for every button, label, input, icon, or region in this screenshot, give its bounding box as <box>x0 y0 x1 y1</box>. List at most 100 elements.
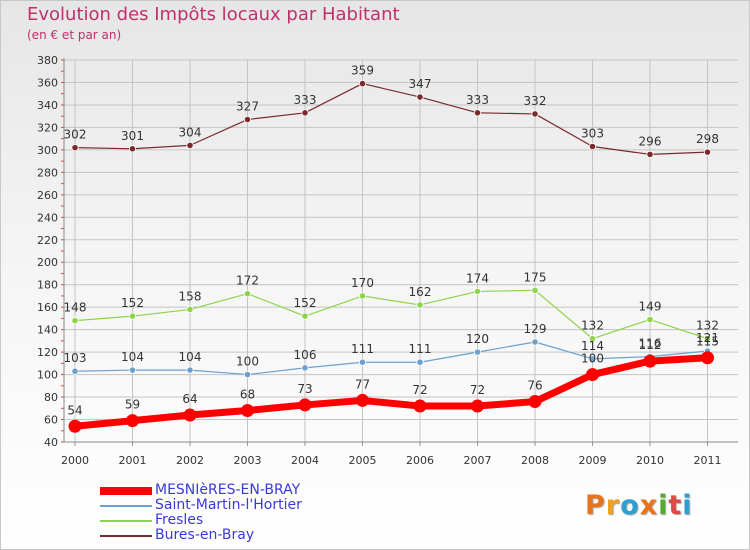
x-tick-label: 2002 <box>176 454 204 467</box>
logo-letter: r <box>605 490 621 521</box>
data-point <box>243 370 252 379</box>
data-label: 76 <box>527 379 542 393</box>
data-point <box>128 145 137 153</box>
data-point <box>473 109 482 117</box>
data-point <box>528 395 542 409</box>
data-label: 64 <box>182 392 197 406</box>
x-tick-label: 2004 <box>291 454 319 467</box>
data-point <box>243 115 252 124</box>
data-label: 359 <box>351 64 374 78</box>
y-tick-label: 80 <box>44 391 58 404</box>
chart-subtitle: (en € et par an) <box>27 28 122 42</box>
y-tick-label: 60 <box>44 414 58 427</box>
legend-swatch <box>100 505 152 507</box>
data-label: 175 <box>524 270 547 284</box>
data-label: 158 <box>179 289 202 303</box>
x-tick-label: 2011 <box>694 454 722 467</box>
data-point <box>588 142 597 151</box>
data-label: 112 <box>639 338 662 352</box>
data-point <box>531 338 539 346</box>
data-label: 162 <box>409 285 432 299</box>
x-tick-label: 2006 <box>406 454 434 467</box>
y-tick-label: 280 <box>37 166 58 179</box>
y-tick-label: 320 <box>37 121 58 134</box>
data-label: 327 <box>236 100 259 114</box>
data-label: 152 <box>121 296 144 310</box>
data-point <box>71 317 79 325</box>
y-tick-label: 260 <box>37 189 58 202</box>
data-label: 100 <box>581 352 604 366</box>
data-point <box>71 367 79 375</box>
data-label: 73 <box>297 382 312 396</box>
legend-swatch <box>100 520 152 522</box>
data-label: 111 <box>409 342 432 356</box>
x-tick-label: 2003 <box>234 454 262 467</box>
logo-letter: i <box>658 490 669 521</box>
data-label: 303 <box>581 127 604 141</box>
data-label: 170 <box>351 276 374 290</box>
data-point <box>416 301 424 309</box>
data-label: 100 <box>236 355 259 369</box>
data-label: 132 <box>581 319 604 333</box>
data-label: 152 <box>294 296 317 310</box>
series-0: 302 301 304 327 333 359 347 333 332 303 296 298 <box>64 64 719 158</box>
data-label: 333 <box>294 93 317 107</box>
data-label: 68 <box>240 388 255 402</box>
logo-letter: o <box>620 490 640 521</box>
data-point <box>473 287 482 296</box>
data-point <box>413 399 427 413</box>
data-label: 77 <box>355 377 370 391</box>
data-label: 129 <box>524 322 547 336</box>
data-point <box>646 150 654 158</box>
data-label: 106 <box>294 348 317 362</box>
chart-title: Evolution des Impôts locaux par Habitant <box>27 4 400 25</box>
data-label: 54 <box>67 403 82 417</box>
y-tick-label: 220 <box>37 234 58 247</box>
data-point <box>358 292 367 300</box>
logo-letter: t <box>668 490 683 521</box>
data-label: 59 <box>125 398 140 412</box>
y-tick-label: 380 <box>37 54 58 67</box>
y-tick-label: 160 <box>37 301 58 314</box>
data-point <box>186 141 194 149</box>
data-label: 296 <box>639 134 662 148</box>
data-point <box>416 93 424 101</box>
data-label: 333 <box>466 93 489 107</box>
logo-letter: i <box>682 490 693 521</box>
proxiti-logo: Proxiti <box>585 490 693 521</box>
series-line <box>74 289 709 340</box>
data-label: 298 <box>696 132 719 146</box>
data-label: 172 <box>236 274 259 288</box>
data-label: 104 <box>121 350 144 364</box>
data-point <box>531 286 539 294</box>
data-label: 132 <box>696 319 719 333</box>
data-label: 302 <box>64 128 87 142</box>
data-label: 332 <box>524 94 547 108</box>
data-label: 116 <box>639 337 662 351</box>
logo-letter: P <box>585 490 606 521</box>
y-tick-label: 180 <box>37 279 58 292</box>
x-tick-label: 2007 <box>464 454 492 467</box>
data-point <box>128 312 137 320</box>
data-point <box>126 414 139 428</box>
data-label: 103 <box>64 351 87 365</box>
y-tick-label: 300 <box>37 144 58 157</box>
data-label: 120 <box>466 332 489 346</box>
series-1: 148 152 158 172 152 170 162 174 175 132 149 132 <box>64 270 719 343</box>
y-tick-label: 360 <box>37 76 58 89</box>
data-point <box>241 404 254 418</box>
x-tick-label: 2009 <box>579 454 607 467</box>
x-tick-label: 2010 <box>636 454 664 467</box>
data-point <box>68 419 82 433</box>
data-label: 347 <box>409 77 432 91</box>
data-label: 72 <box>412 383 427 397</box>
data-point <box>243 290 252 298</box>
data-point <box>588 335 597 343</box>
data-point <box>703 335 712 343</box>
data-point <box>588 355 597 363</box>
data-label: 72 <box>470 383 485 397</box>
data-label: 174 <box>466 271 489 285</box>
data-label: 148 <box>64 301 87 315</box>
